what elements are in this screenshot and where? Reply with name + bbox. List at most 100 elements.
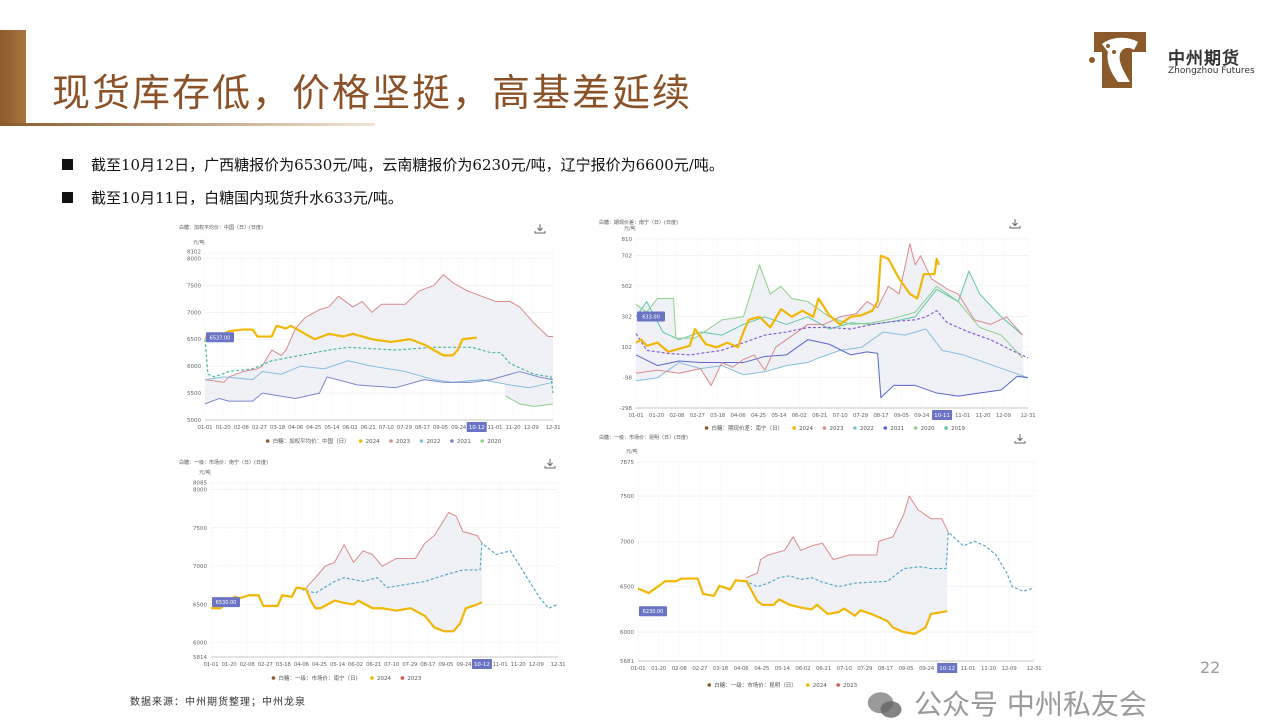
x-tick-label: 08-17: [415, 425, 431, 431]
y-tick-label: 8102: [187, 249, 201, 255]
x-tick-label: 01-20: [216, 425, 232, 431]
x-tick-label: 11-01: [960, 666, 975, 672]
legend-marker-icon[interactable]: [370, 676, 374, 680]
logo-chinese-name: 中州期货: [1168, 49, 1240, 69]
x-tick-label: 06-02: [348, 662, 363, 668]
legend-item[interactable]: 2024: [377, 676, 391, 682]
legend-marker-icon[interactable]: [389, 439, 393, 443]
download-icon[interactable]: [1009, 219, 1021, 229]
x-tick-label: 11-20: [975, 413, 991, 419]
y-tick-label: 7875: [620, 460, 634, 466]
x-tick-label: 05-14: [330, 662, 346, 668]
x-tick-label: 05-14: [775, 666, 791, 672]
legend-marker-icon[interactable]: [805, 683, 810, 687]
legend-marker-icon[interactable]: [883, 426, 888, 430]
y-tick-label: 5000: [187, 418, 201, 424]
title-underline: [0, 123, 375, 126]
legend-item[interactable]: 2024: [366, 439, 380, 445]
download-icon[interactable]: [1014, 434, 1026, 444]
x-tick-label: 09-24: [456, 662, 472, 668]
legend-marker-icon[interactable]: [944, 426, 948, 430]
y-tick-label: 5814: [193, 655, 207, 661]
y-tick-label: 6500: [193, 602, 207, 608]
series-line-2019: [635, 270, 1023, 341]
legend-item[interactable]: 2023: [407, 676, 421, 682]
x-tick-label: 07-10: [379, 425, 395, 431]
legend-marker-icon[interactable]: [419, 439, 424, 443]
legend-item[interactable]: 2024: [813, 683, 827, 689]
y-tick-label: 302: [622, 314, 633, 320]
legend-marker-icon[interactable]: [707, 683, 712, 687]
highlight-date-box: [471, 659, 492, 669]
x-tick-label: 11-20: [505, 425, 521, 431]
chart-svg: 白糖：一级：市场价：南宁（日）(日度) 元/吨 5814 6000 6500 7000 75…: [179, 459, 566, 682]
series-line-2023: [746, 495, 949, 579]
x-tick-label: 07-10: [833, 413, 849, 419]
legend-item[interactable]: 2020: [921, 426, 935, 432]
x-tick-label: 04-25: [306, 425, 322, 431]
legend-item[interactable]: 2022: [860, 426, 874, 432]
company-logo: 中州期货 Zhongzhou Futures: [1088, 30, 1258, 88]
x-tick-label: 07-29: [397, 425, 413, 431]
legend-item[interactable]: 2023: [843, 683, 857, 689]
x-tick-label: 08-17: [873, 413, 889, 419]
x-tick-label: 01-20: [651, 666, 667, 672]
y-tick-label: 7500: [193, 526, 207, 532]
y-tick-label: 7000: [193, 564, 207, 570]
x-tick-label: 11-20: [981, 666, 997, 672]
data-source-note: 数据来源：中州期货整理；中州龙泉: [130, 697, 306, 708]
legend-item[interactable]: 2023: [396, 439, 410, 445]
chart-nanning-market-price: 白糖：一级：市场价：南宁（日）(日度) 元/吨 5814 6000 6500 7000 75…: [175, 455, 575, 685]
x-tick-label: 09-05: [898, 666, 914, 672]
legend-item[interactable]: 白糖：一级：市场价：南宁（日）: [278, 674, 361, 682]
x-tick-label: 09-24: [919, 666, 935, 672]
legend-marker-icon[interactable]: [271, 676, 276, 680]
bullet-list: 截至10月12日，广西糖报价为6530元/吨，云南糖报价为6230元/吨，辽宁报…: [62, 148, 724, 214]
y-tick-label: 8000: [193, 488, 207, 494]
legend-marker-icon[interactable]: [853, 426, 857, 430]
chart-unit-label: 元/吨: [199, 469, 211, 476]
chart-nanning-basis: 白糖：期现价差：南宁（日）(日度) 元/吨 -298 -98 102 302 502 702 8…: [595, 215, 1040, 435]
x-tick-label: 12-09: [529, 662, 545, 668]
legend-item[interactable]: 2022: [426, 439, 440, 445]
current-value-tag: 6530.00: [212, 597, 240, 608]
legend-item[interactable]: 2021: [457, 439, 471, 445]
bullet-text: 截至10月12日，广西糖报价为6530元/吨，云南糖报价为6230元/吨，辽宁报…: [91, 156, 724, 174]
x-tick-label: 04-06: [294, 662, 310, 668]
x-tick-label: 06-02: [792, 413, 807, 419]
legend-marker-icon[interactable]: [265, 439, 270, 443]
legend-marker-icon[interactable]: [450, 439, 454, 443]
legend-item[interactable]: 白糖：加权平均价：中国（日）: [273, 437, 350, 445]
x-tick-label: 02-08: [669, 413, 685, 419]
series-line-2021: [635, 339, 1029, 399]
y-tick-label: 8085: [193, 481, 207, 487]
legend-item[interactable]: 2019: [951, 426, 965, 432]
legend-marker-icon[interactable]: [792, 426, 796, 430]
x-tick-label: 04-25: [754, 666, 770, 672]
x-tick-label: 03-18: [710, 413, 726, 419]
legend-marker-icon[interactable]: [822, 426, 827, 430]
legend-marker-icon[interactable]: [400, 676, 405, 680]
x-tick-label: 07-10: [384, 662, 400, 668]
y-tick-label: 5681: [620, 659, 634, 665]
legend-marker-icon[interactable]: [358, 439, 363, 443]
current-value-tag: 633.00: [637, 311, 665, 322]
legend-item[interactable]: 2020: [487, 439, 501, 445]
x-tick-label: 11-01: [493, 662, 508, 668]
legend-item[interactable]: 2023: [829, 426, 843, 432]
legend-item[interactable]: 白糖：期现价差：南宁（日）: [712, 424, 784, 432]
x-tick-label: 01-20: [649, 413, 665, 419]
legend-marker-icon[interactable]: [913, 426, 918, 430]
download-icon[interactable]: [544, 459, 556, 469]
legend-item[interactable]: 2021: [890, 426, 904, 432]
legend-marker-icon[interactable]: [704, 426, 709, 430]
legend-item[interactable]: 白糖：一级：市场价：昆明（日）: [714, 681, 797, 689]
square-bullet-icon: [62, 159, 73, 170]
series-line-2022: [204, 360, 554, 389]
legend-marker-icon[interactable]: [480, 439, 485, 443]
legend-item[interactable]: 2024: [799, 426, 813, 432]
download-icon[interactable]: [534, 224, 546, 234]
y-tick-label: 7000: [187, 310, 201, 316]
x-tick-label: 09-24: [451, 425, 467, 431]
legend-marker-icon[interactable]: [836, 683, 840, 687]
